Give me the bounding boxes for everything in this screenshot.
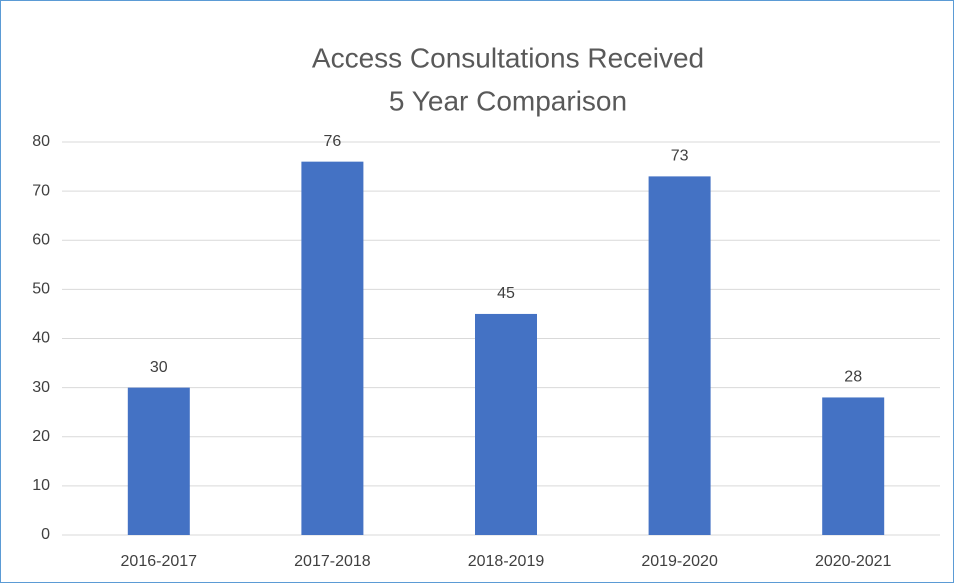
x-tick-label: 2016-2017 [121, 553, 198, 570]
y-tick-label: 10 [32, 477, 50, 494]
data-label: 76 [324, 133, 342, 150]
x-tick-label: 2019-2020 [641, 553, 718, 570]
data-label: 30 [150, 359, 168, 376]
bar [648, 176, 711, 535]
data-label: 45 [497, 285, 515, 302]
chart-subtitle: 5 Year Comparison [389, 85, 627, 116]
y-tick-label: 30 [32, 379, 50, 396]
y-tick-label: 0 [41, 526, 50, 543]
y-tick-label: 70 [32, 182, 50, 199]
chart-title: Access Consultations Received [312, 42, 704, 73]
y-tick-label: 40 [32, 330, 50, 347]
data-label: 28 [844, 369, 862, 386]
x-tick-label: 2020-2021 [815, 553, 892, 570]
y-tick-label: 20 [32, 428, 50, 445]
y-tick-label: 50 [32, 281, 50, 298]
bar [127, 387, 190, 535]
bar [475, 313, 537, 535]
y-tick-label: 60 [32, 231, 50, 248]
data-label: 73 [671, 148, 689, 165]
bar [301, 161, 364, 535]
bar [822, 397, 885, 535]
x-tick-label: 2017-2018 [294, 553, 371, 570]
y-tick-label: 80 [32, 133, 50, 150]
x-tick-label: 2018-2019 [468, 553, 545, 570]
